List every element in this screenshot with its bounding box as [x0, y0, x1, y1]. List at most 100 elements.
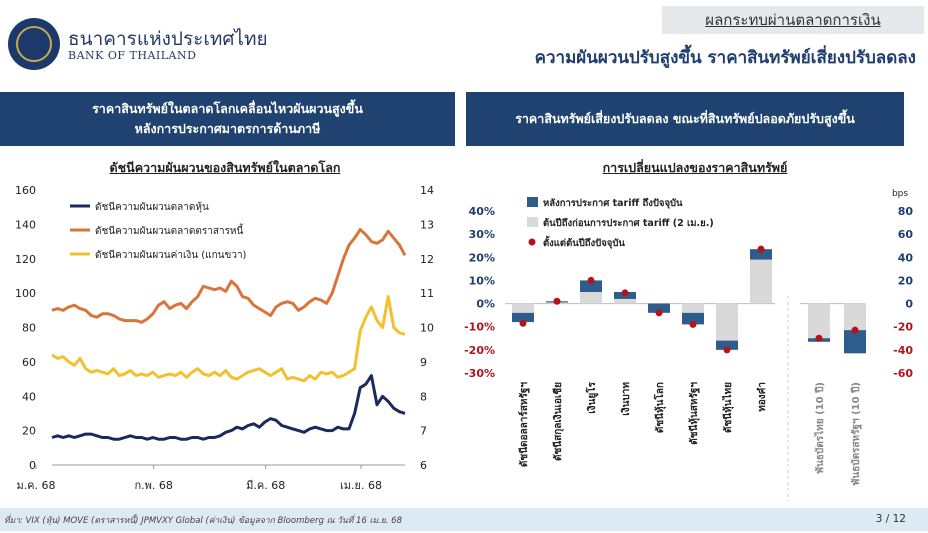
y-right-tick-label: 13 [420, 218, 434, 231]
y-right-tick-label: 40 [898, 251, 914, 264]
legend-label: ดัชนีความผันผวนค่าเงิน (แกนขวา) [95, 249, 247, 261]
bar-before [614, 298, 636, 304]
ytd-dot [815, 334, 823, 342]
asset-price-bar-chart: 40% 30% 20% 10% 0% -10% -20% -30% 80 60 40 20 0 -20 -4… [464, 189, 914, 501]
page-number: 3 / 12 [875, 513, 906, 525]
x-tick-label: เม.ย. 68 [340, 479, 382, 492]
bar-after [580, 280, 602, 292]
y-right-tick-label: -60 [893, 367, 913, 380]
y-right-tick-label: 10 [420, 322, 434, 335]
bar-before [750, 259, 772, 304]
y-right-tick-label: -20 [893, 321, 913, 334]
y-left-tick-label: 60 [22, 356, 36, 369]
ytd-dot [621, 289, 629, 297]
bar-before [512, 303, 534, 313]
y-left-tick-label: 30% [469, 228, 495, 241]
bar-after [844, 330, 866, 354]
series-line [51, 228, 407, 324]
left-heading-line2: หลังการประกาศมาตรการด้านภาษี [134, 121, 321, 136]
ytd-dot [655, 309, 663, 317]
y-left-tick-label: 140 [15, 218, 36, 231]
volatility-chart-title: ดัชนีความผันผวนของสินทรัพย์ในตลาดโลก [109, 160, 341, 175]
y-left-tick-label: 120 [15, 253, 36, 266]
y-left-tick-label: -10% [464, 321, 495, 334]
y-left-tick-label: 20 [22, 425, 36, 438]
category-label: ดัชนีดอลลาร์สหรัฐฯ [518, 382, 530, 467]
y-right-tick-label: 60 [898, 228, 914, 241]
series-line [51, 374, 406, 441]
category-label: เงินยูโร [585, 381, 599, 413]
bank-name-en: BANK OF THAILAND [68, 49, 197, 62]
legend-swatch [527, 217, 538, 227]
left-panel-heading: ราคาสินทรัพย์ในตลาดโลกเคลื่อนไหวผันผวนสู… [0, 92, 455, 146]
y-right-tick-label: 11 [420, 287, 434, 300]
ytd-dot [553, 297, 561, 305]
page-title: ความผันผวนปรับสูงขึ้น ราคาสินทรัพย์เสี่ย… [534, 48, 916, 68]
y-right-tick-label: 6 [420, 459, 427, 472]
left-heading-line1: ราคาสินทรัพย์ในตลาดโลกเคลื่อนไหวผันผวนสู… [92, 101, 363, 116]
right-panel-heading: ราคาสินทรัพย์เสี่ยงปรับลดลง ขณะที่สินทรั… [466, 92, 904, 146]
category-label: ดัชนีหุ้นไทย [721, 382, 734, 433]
y-left-tick-label: 100 [15, 287, 36, 300]
bank-name-th: ธนาคารแห่งประเทศไทย [68, 28, 268, 50]
category-label: เงินบาท [620, 382, 632, 416]
y-right-tick-label: 14 [420, 184, 434, 197]
volatility-line-chart: 0 20 40 60 80 100 120 140 160 6 7 8 9 10 11 12 13 14 ม.ค. … [15, 184, 434, 492]
y-right-unit: bps [892, 189, 908, 199]
ytd-dot [689, 320, 697, 328]
y-right-tick-label: 12 [420, 253, 434, 266]
legend-swatch [528, 238, 536, 246]
bar-before [580, 292, 602, 304]
y-left-tick-label: 80 [22, 322, 36, 335]
right-heading-line: ราคาสินทรัพย์เสี่ยงปรับลดลง ขณะที่สินทรั… [515, 111, 855, 126]
ytd-dot [519, 319, 527, 327]
y-left-tick-label: -20% [464, 344, 495, 357]
y-right-tick-label: 20 [898, 274, 914, 287]
legend-label: หลังการประกาศ tariff ถึงปัจจุบัน [543, 197, 683, 209]
series-line [51, 295, 406, 383]
y-left-tick-label: 0% [476, 298, 495, 311]
bar-after [648, 303, 670, 313]
category-label: ดัชนีหุ้นโลก [653, 382, 666, 433]
x-tick-label: มี.ค. 68 [246, 479, 285, 492]
bar-before [716, 303, 738, 341]
legend-label: ดัชนีความผันผวนตลาดหุ้น [95, 201, 209, 213]
source-note: ที่มา: VIX (หุ้น) MOVE (ตราสารหนี้) JPMV… [4, 516, 402, 526]
ytd-dot [723, 346, 731, 354]
legend-label: ตั้งแต่ต้นปีถึงปัจจุบัน [543, 235, 625, 249]
asset-price-chart-title: การเปลี่ยนแปลงของราคาสินทรัพย์ [602, 160, 788, 175]
bar-before [682, 303, 704, 313]
y-left-tick-label: 160 [15, 184, 36, 197]
ytd-dot [851, 326, 859, 334]
x-tick-label: ก.พ. 68 [134, 479, 172, 492]
ytd-dot [757, 245, 765, 253]
ytd-dot [587, 276, 595, 284]
y-right-tick-label: 0 [905, 298, 913, 311]
legend-label: ดัชนีความผันผวนตลาดตราสารหนี้ [95, 223, 244, 237]
legend-swatch [527, 197, 538, 207]
y-left-tick-label: 0 [29, 459, 36, 472]
y-right-tick-label: 8 [420, 390, 427, 403]
footer: ที่มา: VIX (หุ้น) MOVE (ตราสารหนี้) JPMV… [0, 508, 928, 531]
bar-after [512, 312, 534, 323]
y-left-tick-label: 10% [469, 274, 495, 287]
category-label: พันธบัตรไทย (10 ปี) [813, 382, 826, 474]
section-tag[interactable]: ผลกระทบผ่านตลาดการเงิน [662, 6, 924, 34]
y-left-tick-label: 40% [469, 205, 495, 218]
category-label: ทองคำ [756, 382, 768, 412]
y-left-tick-label: 40 [22, 390, 36, 403]
legend-label: ต้นปีถึงก่อนการประกาศ tariff (2 เม.ย.) [543, 217, 714, 229]
y-right-tick-label: 80 [898, 205, 914, 218]
bar-after [716, 340, 738, 350]
y-left-tick-label: -30% [464, 367, 495, 380]
bar-after [750, 249, 772, 260]
y-right-tick-label: -40 [893, 344, 913, 357]
y-left-tick-label: 20% [469, 251, 495, 264]
category-label: พันธบัตรสหรัฐฯ (10 ปี) [850, 382, 862, 485]
y-right-tick-label: 7 [420, 425, 427, 438]
bar-before [808, 303, 830, 342]
y-right-tick-label: 9 [420, 356, 427, 369]
category-label: ดัชนีหุ้นสหรัฐฯ [688, 382, 700, 445]
x-tick-label: ม.ค. 68 [16, 479, 55, 492]
bot-logo [8, 18, 60, 70]
